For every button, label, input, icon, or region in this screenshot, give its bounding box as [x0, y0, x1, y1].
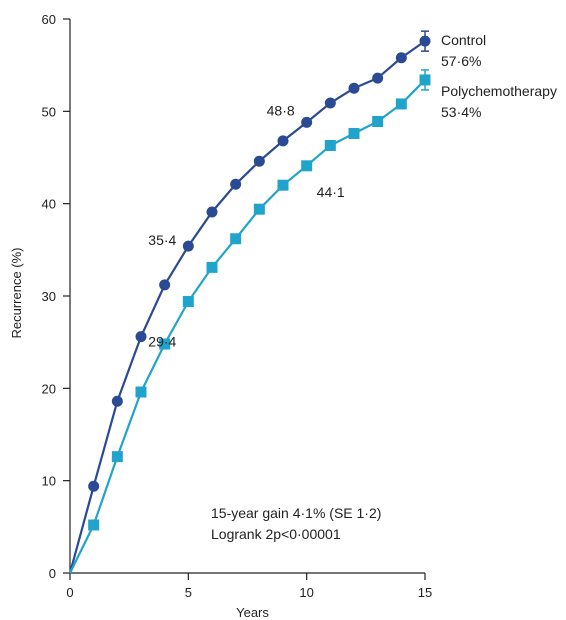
control-point [182, 240, 194, 252]
polychemotherapy-point [301, 160, 313, 172]
polychemotherapy-point [135, 386, 147, 398]
polychemotherapy-point [324, 139, 336, 151]
axes: 0 5 10 15 0 10 20 30 40 50 60 [42, 12, 433, 600]
legend-polychemotherapy-name: Polychemotherapy [441, 83, 557, 99]
y-tick-label: 60 [42, 12, 56, 27]
polychemotherapy-point [348, 127, 360, 139]
polychemotherapy-point [88, 519, 100, 531]
control-point [206, 206, 218, 218]
control-point [395, 52, 407, 64]
control-point [324, 97, 336, 109]
legend-polychemotherapy-value: 53·4% [441, 104, 481, 120]
control-point [348, 82, 360, 94]
polychemotherapy-data-label: 44·1 [317, 184, 345, 200]
polychemotherapy-point [182, 296, 194, 308]
y-tick-label: 40 [42, 197, 56, 212]
polychemotherapy-point [253, 203, 265, 215]
x-tick-label: 5 [185, 585, 192, 600]
control-point [88, 480, 100, 492]
x-tick-label: 0 [66, 585, 73, 600]
polychemotherapy-point [372, 115, 384, 127]
x-tick-label: 15 [418, 585, 432, 600]
y-axis-title: Recurrence (%) [9, 247, 24, 338]
series-layer [68, 30, 431, 574]
annotation-logrank: Logrank 2p<0·00001 [211, 526, 341, 542]
control-point [372, 72, 384, 84]
labels-layer: 35·4 48·8 29·4 44·1 [148, 102, 345, 349]
polychemotherapy-line [69, 79, 426, 574]
polychemotherapy-point [419, 74, 431, 86]
control-data-label: 35·4 [148, 232, 176, 248]
control-point [159, 279, 171, 291]
y-tick-label: 0 [49, 566, 56, 581]
control-data-label: 48·8 [267, 102, 295, 118]
control-point [419, 35, 431, 47]
control-point [111, 395, 123, 407]
x-axis-title: Years [236, 605, 269, 620]
y-tick-label: 10 [42, 474, 56, 489]
polychemotherapy-point [277, 179, 289, 191]
control-point [277, 135, 289, 147]
polychemotherapy-point [206, 261, 218, 273]
y-tick-label: 20 [42, 381, 56, 396]
control-point [253, 155, 265, 167]
legend-control-name: Control [441, 32, 486, 48]
polychemotherapy-point [159, 338, 171, 350]
polychemotherapy-point [111, 451, 123, 463]
polychemotherapy-point [395, 98, 407, 110]
control-point [135, 331, 147, 343]
polychemotherapy-point [230, 233, 242, 245]
polychemotherapy-data-label: 29·4 [148, 334, 176, 350]
control-point [301, 116, 313, 128]
y-tick-label: 30 [42, 289, 56, 304]
control-line [68, 40, 426, 574]
y-tick-label: 50 [42, 104, 56, 119]
control-point [230, 178, 242, 190]
x-tick-label: 10 [299, 585, 313, 600]
annotation-gain: 15-year gain 4·1% (SE 1·2) [211, 505, 381, 521]
legend-control-value: 57·6% [441, 53, 481, 69]
